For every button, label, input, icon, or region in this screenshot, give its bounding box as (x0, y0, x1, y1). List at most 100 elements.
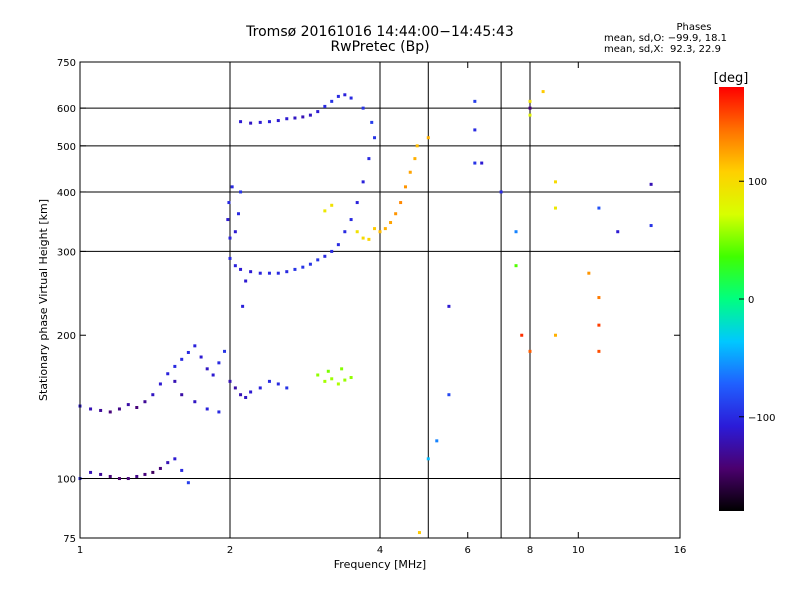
data-point (301, 265, 305, 269)
data-point (228, 236, 232, 240)
data-point (117, 407, 121, 411)
data-point (408, 170, 412, 174)
data-point (316, 110, 320, 114)
data-point (249, 121, 253, 125)
data-point (553, 333, 557, 337)
data-point (616, 230, 620, 234)
data-point (226, 218, 230, 222)
y-tick-label: 200 (57, 331, 76, 342)
x-tick-label: 4 (377, 545, 383, 556)
data-point (417, 531, 421, 535)
data-point (383, 227, 387, 231)
data-point (361, 180, 365, 184)
data-point (389, 221, 393, 225)
data-point (223, 349, 227, 353)
data-point (285, 386, 289, 390)
data-point (276, 382, 280, 386)
data-point (249, 390, 253, 394)
data-point (649, 182, 653, 186)
data-point (528, 99, 532, 103)
colorbar-unit: [deg] (714, 71, 749, 86)
data-point (473, 99, 477, 103)
data-point (217, 410, 221, 414)
data-point (426, 457, 430, 461)
data-point (239, 267, 243, 271)
data-point (193, 400, 197, 404)
data-point (343, 378, 347, 382)
data-point (99, 472, 103, 476)
phase-stats-o-label: mean, sd,O: (604, 33, 665, 44)
data-point (117, 477, 121, 481)
data-point (343, 93, 347, 97)
data-point (528, 113, 532, 117)
data-point (413, 157, 417, 161)
data-point (158, 382, 162, 386)
data-point (108, 410, 112, 414)
data-point (399, 201, 403, 205)
data-point (473, 128, 477, 132)
data-point (426, 136, 430, 140)
axis-ticks: 1 2 4 6 8 10 16 75 100 200 300 400 500 600 750 (57, 58, 686, 556)
y-axis-label: Stationary phase Virtual Height [km] (37, 199, 50, 401)
data-point (649, 224, 653, 228)
data-point (143, 400, 147, 404)
data-point (323, 209, 327, 213)
data-point (276, 271, 280, 275)
data-point (435, 439, 439, 443)
data-point (587, 271, 591, 275)
data-point (199, 355, 203, 359)
phase-stats-x-label: mean, sd,X: (604, 44, 664, 55)
data-point (301, 115, 305, 119)
data-point (267, 379, 271, 383)
data-point (323, 254, 327, 258)
data-point (361, 236, 365, 240)
data-point (211, 373, 215, 377)
data-point (205, 407, 209, 411)
data-point (330, 99, 334, 103)
data-point (249, 270, 253, 274)
data-point (480, 161, 484, 165)
colorbar-ticks: 100 0 −100 (739, 177, 775, 424)
data-point (239, 393, 243, 397)
data-point (166, 372, 170, 376)
data-point (180, 393, 184, 397)
phase-stats-x-values: 92.3, 22.9 (666, 44, 721, 55)
colorbar-tick-label: −100 (748, 413, 775, 424)
data-point (597, 323, 601, 327)
data-point (336, 382, 340, 386)
data-point (126, 403, 130, 407)
data-point (233, 230, 237, 234)
data-point (553, 206, 557, 210)
data-point (597, 206, 601, 210)
x-tick-label: 2 (227, 545, 233, 556)
data-point (258, 386, 262, 390)
y-tick-label: 75 (63, 534, 76, 545)
phase-stats-o-row: mean, sd,O: −99.9, 18.1 (604, 33, 754, 44)
data-point (228, 379, 232, 383)
data-point (193, 344, 197, 348)
chart-title-line2: RwPretec (Bp) (330, 39, 430, 55)
data-point (143, 472, 147, 476)
data-point (323, 379, 327, 383)
data-point (349, 96, 353, 100)
data-point (186, 350, 190, 354)
data-point (233, 264, 237, 268)
data-point (349, 218, 353, 222)
data-point (528, 106, 532, 110)
data-point (336, 94, 340, 98)
data-point (499, 190, 503, 194)
data-point (239, 120, 243, 124)
data-point (514, 264, 518, 268)
data-point (597, 349, 601, 353)
data-point (541, 90, 545, 94)
data-point (233, 386, 237, 390)
phase-stats-o-values: −99.9, 18.1 (667, 33, 727, 44)
data-point (336, 243, 340, 247)
data-point (528, 349, 532, 353)
x-tick-label: 6 (465, 545, 471, 556)
data-point (236, 212, 240, 216)
data-points (78, 90, 653, 535)
data-point (447, 393, 451, 397)
data-point (173, 457, 177, 461)
data-point (276, 119, 280, 123)
